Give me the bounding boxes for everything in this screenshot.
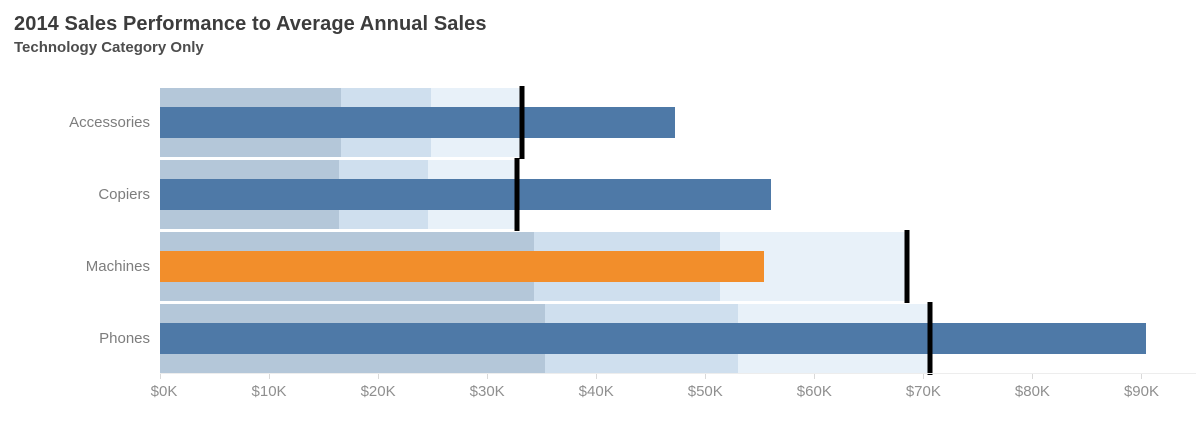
category-label-cell: Machines — [0, 232, 160, 301]
axis-tick — [596, 374, 598, 379]
axis-tick — [923, 374, 925, 379]
axis-tick — [487, 374, 489, 379]
category-label: Machines — [85, 258, 150, 275]
band-area — [160, 86, 1201, 159]
sales-bar[interactable] — [160, 107, 676, 138]
category-label-cell: Phones — [0, 304, 160, 373]
category-label: Phones — [99, 330, 150, 347]
sales-bar[interactable] — [160, 323, 1147, 354]
axis-tick-label: $20K — [360, 383, 396, 400]
average-reference-line[interactable] — [514, 158, 520, 231]
x-axis: $0K $10K $20K $30K $40K $50K $60K $70K $80K $90K — [151, 373, 1196, 412]
chart-subtitle: Technology Category Only — [14, 39, 204, 56]
axis-tick — [705, 374, 707, 379]
axis-tick — [269, 374, 271, 379]
axis-tick — [814, 374, 816, 379]
band-area — [160, 158, 1201, 231]
category-label: Copiers — [98, 186, 150, 203]
bullet-row-copiers: Copiers — [0, 158, 1201, 231]
axis-tick-label: $30K — [469, 383, 505, 400]
bullet-chart: Accessories Copiers Machines Phones $0K $10K… — [0, 86, 1201, 412]
axis-tick-label: $10K — [251, 383, 287, 400]
category-label: Accessories — [69, 114, 150, 131]
average-reference-line[interactable] — [519, 86, 525, 159]
axis-tick — [1141, 374, 1143, 379]
band-area — [160, 302, 1201, 375]
category-label-cell: Accessories — [0, 88, 160, 157]
average-reference-line[interactable] — [904, 230, 910, 303]
chart-title: 2014 Sales Performance to Average Annual… — [14, 13, 487, 35]
sales-bar[interactable] — [160, 251, 764, 282]
axis-tick — [1032, 374, 1034, 379]
axis-tick-label: $80K — [1014, 383, 1050, 400]
bullet-row-phones: Phones — [0, 302, 1201, 375]
axis-tick-label: $60K — [796, 383, 832, 400]
axis-tick-label: $40K — [578, 383, 614, 400]
category-label-cell: Copiers — [0, 160, 160, 229]
bullet-row-machines: Machines — [0, 230, 1201, 303]
axis-tick-label: $50K — [687, 383, 723, 400]
axis-tick-label: $90K — [1123, 383, 1159, 400]
axis-tick-label: $0K — [150, 383, 178, 400]
axis-tick-label: $70K — [905, 383, 941, 400]
chart-header: 2014 Sales Performance to Average Annual… — [0, 0, 1201, 58]
sales-bar[interactable] — [160, 179, 772, 210]
band-area — [160, 230, 1201, 303]
average-reference-line[interactable] — [927, 302, 933, 375]
bullet-row-accessories: Accessories — [0, 86, 1201, 159]
axis-tick — [378, 374, 380, 379]
axis-tick — [160, 374, 161, 379]
bullet-rows: Accessories Copiers Machines Phones — [0, 86, 1201, 375]
